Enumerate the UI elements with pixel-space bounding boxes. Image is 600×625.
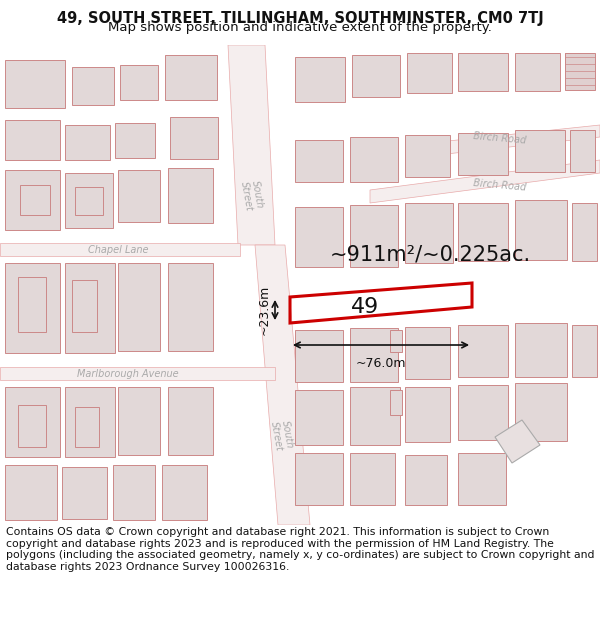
Bar: [5, 465, 57, 520]
Bar: [405, 203, 453, 263]
Text: ~23.6m: ~23.6m: [258, 285, 271, 335]
Bar: [168, 263, 213, 351]
Bar: [162, 465, 207, 520]
Bar: [118, 387, 160, 455]
Polygon shape: [565, 53, 595, 90]
Bar: [458, 453, 506, 505]
Bar: [390, 330, 402, 352]
Bar: [65, 387, 115, 457]
Bar: [295, 207, 343, 267]
Bar: [75, 407, 99, 447]
Bar: [5, 170, 60, 230]
Bar: [350, 205, 398, 267]
Text: Birch Road: Birch Road: [473, 177, 527, 192]
Bar: [407, 53, 452, 93]
Bar: [515, 200, 567, 260]
Polygon shape: [0, 243, 240, 256]
Polygon shape: [0, 367, 275, 380]
Bar: [295, 57, 345, 102]
Bar: [118, 263, 160, 351]
Bar: [62, 467, 107, 519]
Bar: [352, 55, 400, 97]
Bar: [405, 135, 450, 177]
Bar: [168, 387, 213, 455]
Bar: [572, 325, 597, 377]
Text: Chapel Lane: Chapel Lane: [88, 245, 148, 255]
Bar: [350, 328, 398, 382]
Bar: [295, 390, 343, 445]
Bar: [115, 123, 155, 158]
Bar: [5, 120, 60, 160]
Bar: [565, 53, 593, 88]
Bar: [65, 263, 115, 353]
Text: Marlborough Avenue: Marlborough Avenue: [77, 369, 179, 379]
Bar: [118, 170, 160, 222]
Bar: [458, 325, 508, 377]
Polygon shape: [495, 420, 540, 463]
Bar: [405, 387, 450, 442]
Text: Map shows position and indicative extent of the property.: Map shows position and indicative extent…: [108, 21, 492, 34]
Bar: [458, 133, 508, 175]
Bar: [572, 203, 597, 261]
Polygon shape: [228, 45, 275, 245]
Bar: [75, 187, 103, 215]
Bar: [72, 67, 114, 105]
Polygon shape: [370, 160, 600, 203]
Bar: [18, 277, 46, 332]
Polygon shape: [410, 125, 600, 158]
Bar: [170, 117, 218, 159]
Bar: [570, 130, 595, 172]
Bar: [65, 173, 113, 228]
Bar: [113, 465, 155, 520]
Bar: [350, 453, 395, 505]
Bar: [515, 130, 565, 172]
Bar: [350, 387, 400, 445]
Bar: [515, 323, 567, 377]
Bar: [72, 280, 97, 332]
Bar: [390, 390, 402, 415]
Text: ~911m²/~0.225ac.: ~911m²/~0.225ac.: [329, 245, 530, 265]
Bar: [350, 137, 398, 182]
Text: South
Street: South Street: [269, 418, 295, 452]
Text: Birch Road: Birch Road: [473, 131, 527, 145]
Bar: [120, 65, 158, 100]
Bar: [458, 203, 508, 261]
Bar: [458, 385, 508, 440]
Bar: [5, 60, 65, 108]
Bar: [165, 55, 217, 100]
Bar: [20, 185, 50, 215]
Text: South
Street: South Street: [239, 178, 265, 212]
Polygon shape: [255, 245, 310, 525]
Text: 49, SOUTH STREET, TILLINGHAM, SOUTHMINSTER, CM0 7TJ: 49, SOUTH STREET, TILLINGHAM, SOUTHMINST…: [56, 11, 544, 26]
Bar: [458, 53, 508, 91]
Bar: [295, 140, 343, 182]
Bar: [5, 387, 60, 457]
Bar: [405, 327, 450, 379]
Bar: [168, 168, 213, 223]
Bar: [5, 263, 60, 353]
Text: 49: 49: [351, 297, 379, 317]
Text: ~76.0m: ~76.0m: [356, 357, 406, 370]
Bar: [295, 330, 343, 382]
Bar: [515, 53, 560, 91]
Bar: [405, 455, 447, 505]
Bar: [515, 383, 567, 441]
Text: Contains OS data © Crown copyright and database right 2021. This information is : Contains OS data © Crown copyright and d…: [6, 527, 595, 572]
Bar: [295, 453, 343, 505]
Bar: [65, 125, 110, 160]
Bar: [18, 405, 46, 447]
